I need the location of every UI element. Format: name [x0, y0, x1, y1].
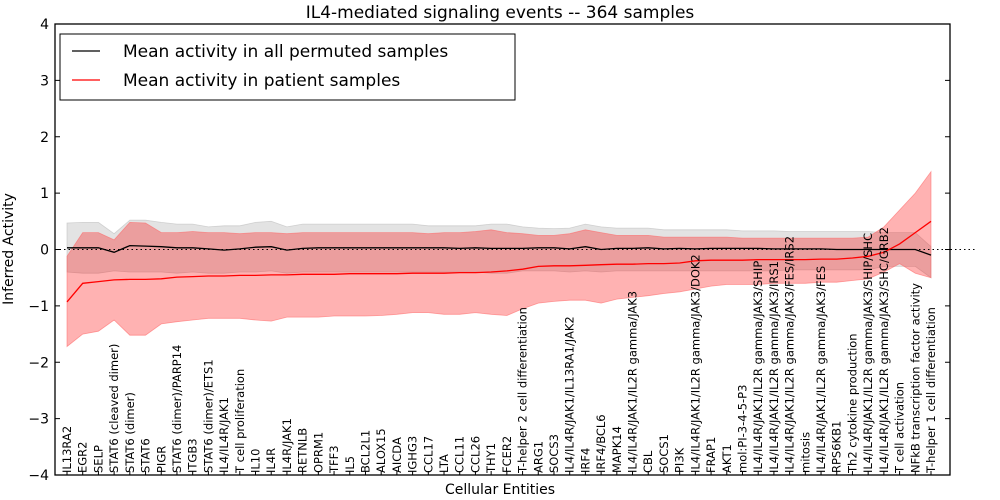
y-tick-label: 0 [40, 243, 49, 259]
y-axis-label: Inferred Activity [1, 193, 17, 305]
x-tick-label: IL4/IL4R/JAK1/IL2R gamma/JAK3/DOK2 [688, 254, 702, 473]
x-tick-label: CCL17 [421, 436, 435, 473]
legend-label-patient: Mean activity in patient samples [123, 71, 400, 91]
x-tick-label: STAT6 (cleaved dimer) [107, 344, 121, 473]
x-tick-label: IL4/IL4R/JAK1/IL2R gamma/JAK3/FES/IRS2 [783, 236, 797, 473]
x-tick-label: NFkB transcription factor activity [908, 283, 922, 473]
x-tick-label: LTA [437, 454, 451, 473]
x-tick-label: OPRM1 [311, 432, 325, 473]
x-tick-label: RPS6KB1 [830, 421, 844, 473]
legend: Mean activity in all permuted samples Me… [59, 33, 516, 101]
x-tick-label: IL4/IL4R/JAK1/IL2R gamma/JAK3/SHIP [751, 261, 765, 473]
plot-area [55, 170, 975, 348]
x-tick-label: TFF3 [327, 445, 341, 474]
x-tick-label: IL4/IL4R/JAK1/IL13RA1/JAK2 [563, 316, 577, 473]
x-tick-label: IL4/IL4R/JAK1/IL2R gamma/JAK3/FES [814, 266, 828, 473]
x-tick-label: IL4R [264, 448, 278, 473]
x-axis: IL13RA2 EGR2 SELP STAT6 (cleaved dimer) STAT… [60, 227, 938, 475]
x-tick-label: IL10 [249, 449, 263, 473]
legend-box [59, 33, 516, 101]
x-tick-label: IRF4 [578, 448, 592, 473]
x-tick-label: CBL [641, 450, 655, 473]
x-tick-label: EGR2 [76, 442, 90, 474]
x-tick-label: BCL2L1 [359, 430, 373, 473]
x-tick-label: IL4/IL4R/JAK1/IL2R gamma/JAK3/SHIP/SHC [861, 233, 875, 473]
x-tick-label: STAT6 (dimer) [123, 392, 137, 473]
x-tick-label: PI3K [673, 447, 687, 473]
x-tick-label: MAPK14 [610, 426, 624, 473]
x-tick-label: FCER2 [500, 436, 514, 473]
x-tick-label: CCL11 [453, 436, 467, 473]
x-tick-label: IL4/IL4R/JAK1 [217, 397, 231, 473]
y-axis: 4 3 2 1 0 −1 −2 −3 −4 [28, 17, 950, 484]
y-tick-label: 2 [40, 130, 49, 146]
x-tick-label: IL4/IL4R/JAK1/IL2R gamma/JAK3/IRS1 [767, 261, 781, 473]
line-patient [66, 220, 932, 303]
y-tick-label: −1 [28, 299, 49, 315]
x-tick-label: STAT6 (dimer)/PARP14 [170, 345, 184, 473]
x-tick-label: SELP [91, 445, 105, 473]
x-tick-label: STAT6 (dimer)/ETS1 [201, 359, 215, 473]
x-tick-label: mitosis [798, 432, 812, 473]
x-tick-label: T-helper 2 cell differentiation [516, 307, 530, 474]
x-tick-label: IGHG3 [406, 436, 420, 473]
x-tick-label: IL4R/JAK1 [280, 418, 294, 473]
y-tick-label: −2 [28, 355, 49, 371]
y-tick-label: −4 [28, 468, 49, 484]
x-tick-label: ALOX15 [374, 428, 388, 473]
x-tick-label: THY1 [484, 443, 498, 474]
x-tick-label: ITGB3 [186, 438, 200, 473]
y-tick-label: 4 [40, 17, 49, 33]
x-tick-label: Th2 cytokine production [846, 333, 860, 474]
x-tick-label: RETNLB [296, 428, 310, 473]
x-axis-label: Cellular Entities [445, 482, 555, 498]
chart-title: IL4-mediated signaling events -- 364 sam… [306, 3, 695, 23]
y-tick-label: −3 [28, 412, 49, 428]
x-tick-label: T-helper 1 cell differentiation [924, 307, 938, 474]
x-tick-label: IRF4/BCL6 [594, 414, 608, 473]
x-tick-label: T cell activation [893, 382, 907, 474]
legend-label-permuted: Mean activity in all permuted samples [123, 42, 448, 62]
x-tick-label: IL5 [343, 456, 357, 473]
x-tick-label: PIGR [154, 446, 168, 473]
x-tick-label: AKT1 [720, 444, 734, 473]
x-tick-label: mol:PI-3-4-5-P3 [736, 385, 750, 473]
x-tick-label: SOCS3 [547, 434, 561, 473]
y-tick-label: 1 [40, 186, 49, 202]
x-tick-label: SOCS1 [657, 434, 671, 473]
x-tick-label: IL4/IL4R/JAK1/IL2R gamma/JAK3/SHC/GRB2 [877, 227, 891, 473]
x-tick-label: STAT6 [139, 438, 153, 473]
x-tick-label: AICDA [390, 437, 404, 473]
x-tick-label: ARG1 [531, 441, 545, 473]
band-patient [66, 170, 932, 348]
x-tick-label: IL13RA2 [60, 426, 74, 473]
x-tick-label: FRAP1 [704, 437, 718, 473]
x-tick-label: T cell proliferation [233, 369, 247, 474]
x-tick-label: IL4/IL4R/JAK1/IL2R gamma/JAK3 [626, 291, 640, 473]
x-tick-label: CCL26 [468, 436, 482, 473]
y-tick-label: 3 [40, 73, 49, 89]
line-permuted [67, 244, 932, 256]
